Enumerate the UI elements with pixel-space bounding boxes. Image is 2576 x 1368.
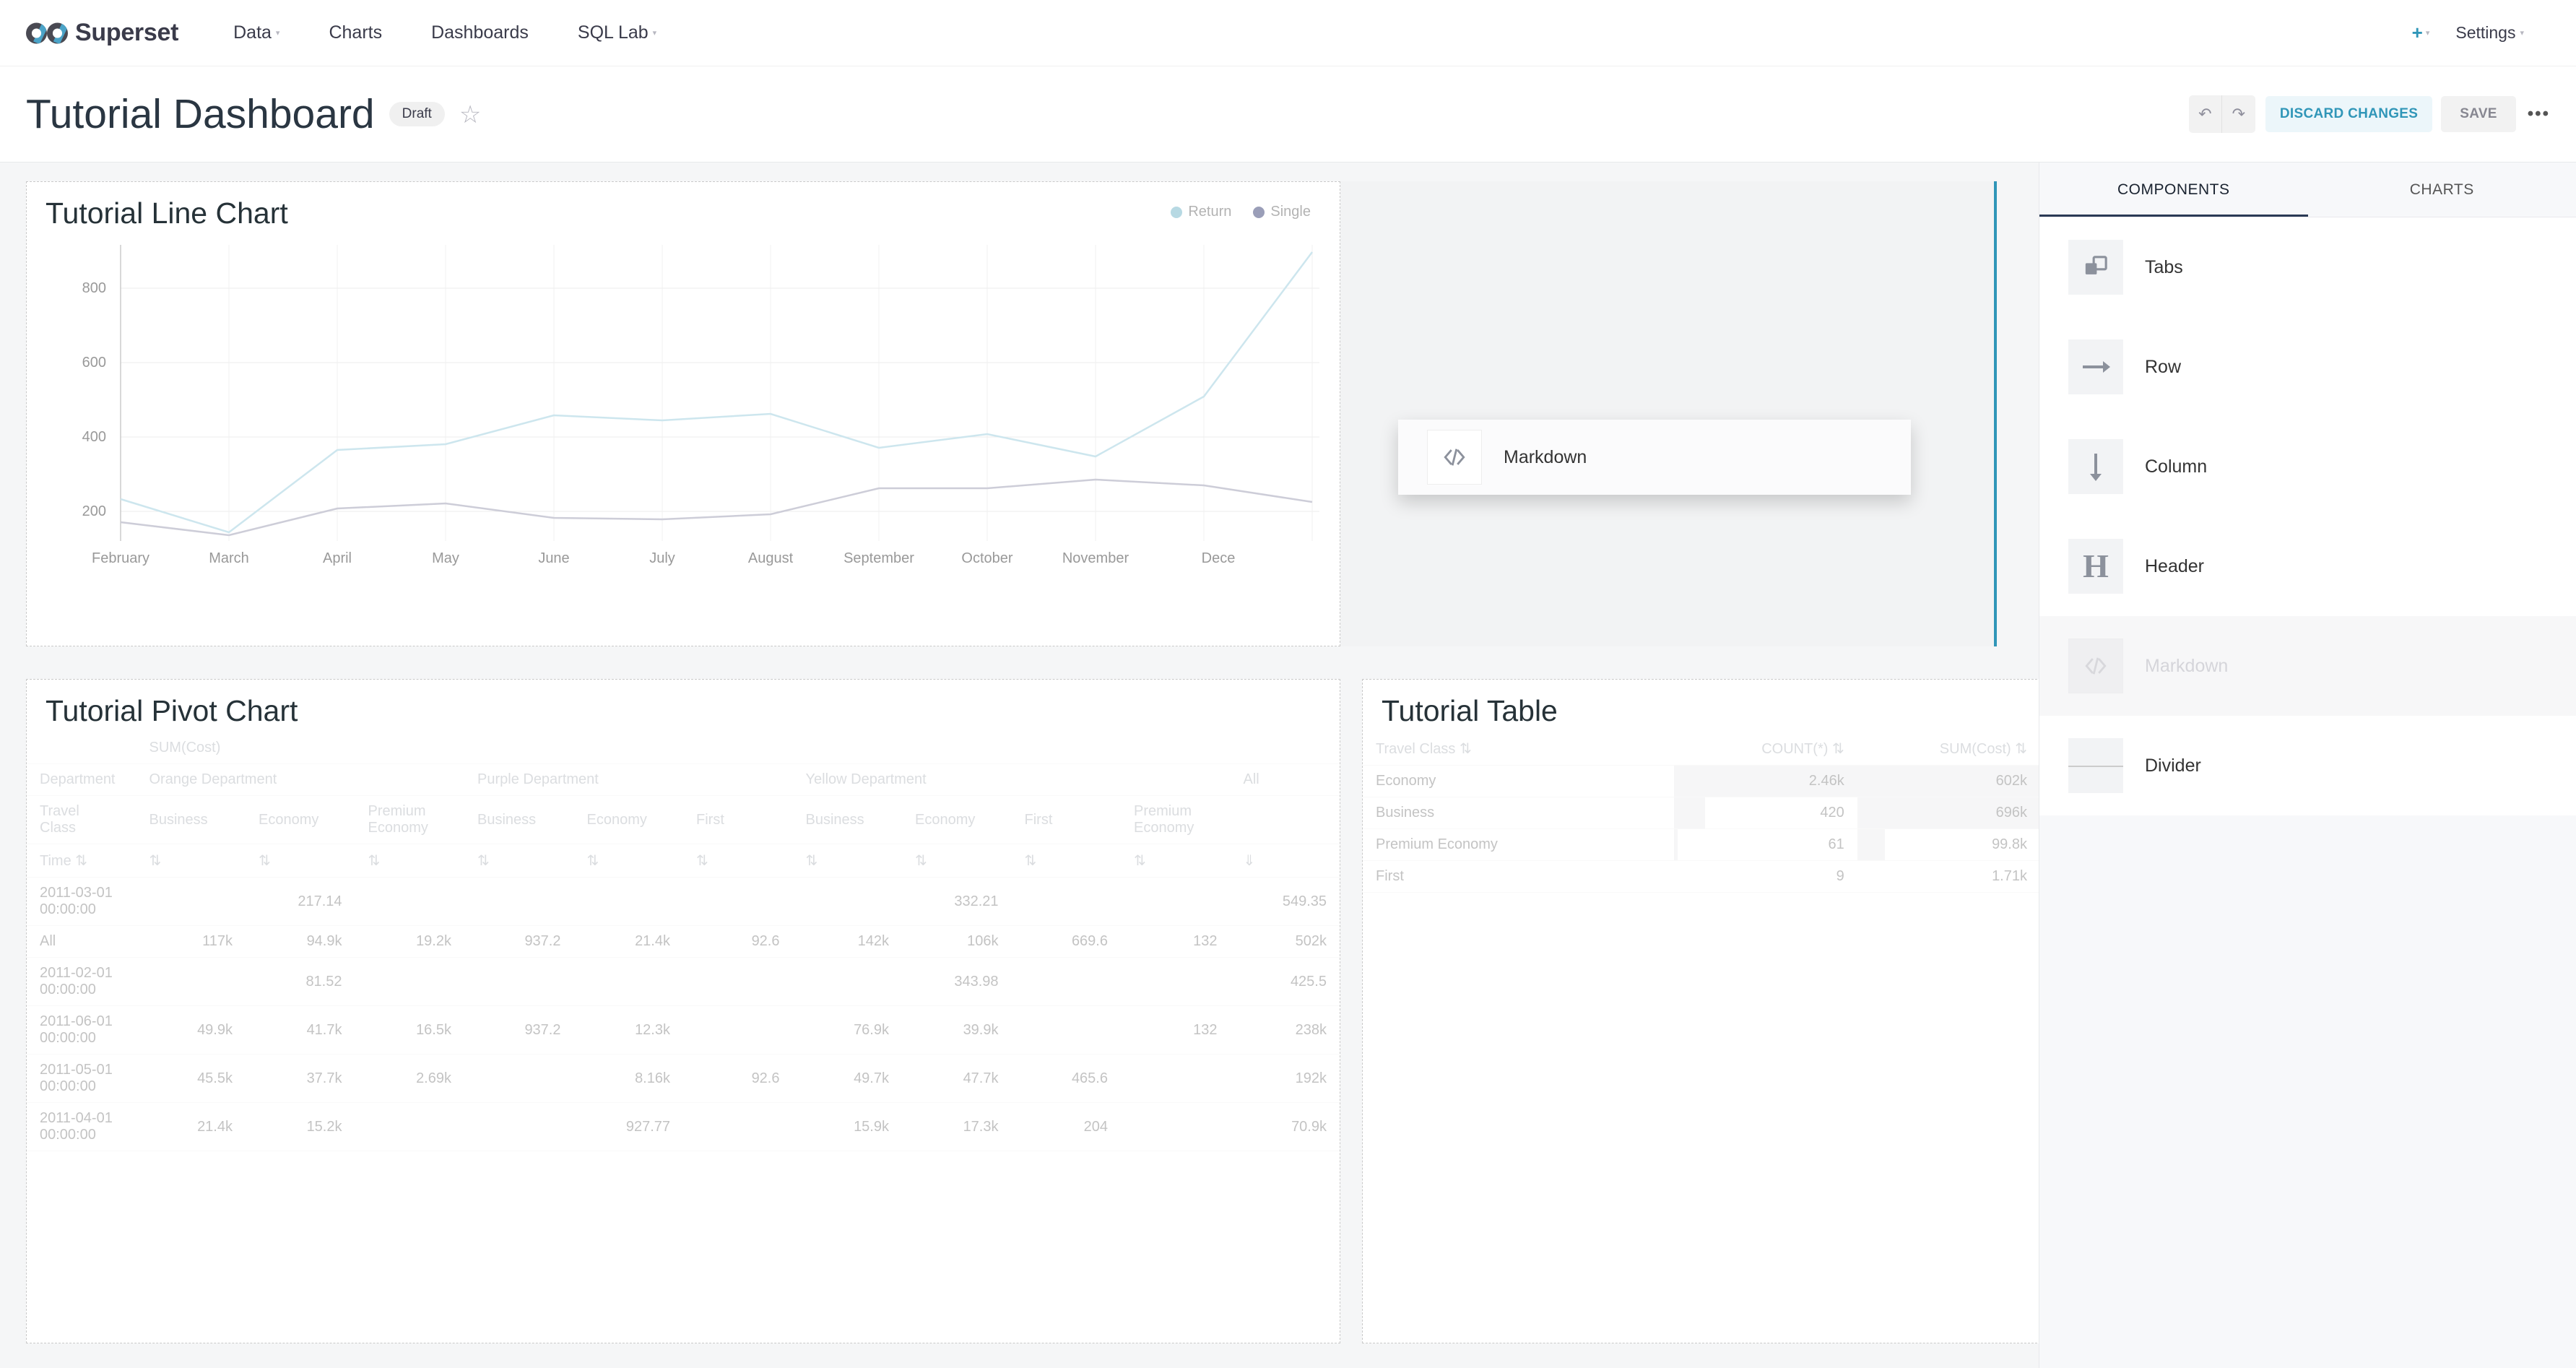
svg-text:Dece: Dece	[1202, 550, 1236, 566]
svg-text:200: 200	[82, 503, 106, 519]
svg-text:September: September	[844, 550, 914, 566]
svg-text:600: 600	[82, 355, 106, 371]
svg-text:July: July	[649, 550, 675, 566]
svg-text:May: May	[432, 550, 459, 566]
svg-text:April: April	[323, 550, 352, 566]
svg-text:June: June	[538, 550, 569, 566]
svg-text:February: February	[92, 550, 149, 566]
svg-text:400: 400	[82, 429, 106, 445]
svg-text:November: November	[1062, 550, 1129, 566]
svg-text:March: March	[209, 550, 249, 566]
svg-text:800: 800	[82, 280, 106, 296]
svg-text:August: August	[748, 550, 794, 566]
svg-text:October: October	[961, 550, 1012, 566]
